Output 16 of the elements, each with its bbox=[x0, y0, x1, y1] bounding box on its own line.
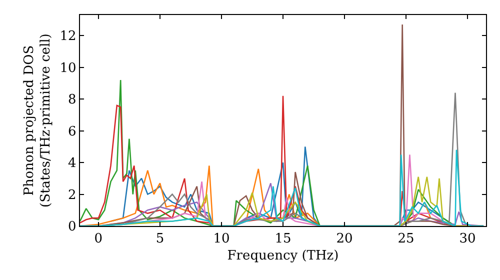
x-axis-title: Frequency (THz) bbox=[227, 248, 339, 264]
x-tick-label: 10 bbox=[213, 232, 230, 247]
x-tick-label: 30 bbox=[459, 232, 476, 247]
y-tick-label: 2 bbox=[68, 188, 76, 203]
x-tick-label: 5 bbox=[156, 232, 164, 247]
x-tick-label: 15 bbox=[274, 232, 292, 247]
y-tick-label: 6 bbox=[68, 124, 76, 140]
x-tick-label: 20 bbox=[336, 232, 353, 247]
y-tick-label: 8 bbox=[68, 92, 76, 108]
x-tick-label: 0 bbox=[94, 232, 103, 247]
y-axis-title: Phonon projected DOS (States/THz·primitive cell) bbox=[22, 33, 54, 208]
y-tick-label: 10 bbox=[60, 60, 76, 76]
x-tick-label: 25 bbox=[398, 232, 414, 247]
y-tick-label: 12 bbox=[60, 29, 76, 44]
y-tick-label: 0 bbox=[68, 220, 76, 235]
y-tick-label: 4 bbox=[68, 156, 76, 172]
